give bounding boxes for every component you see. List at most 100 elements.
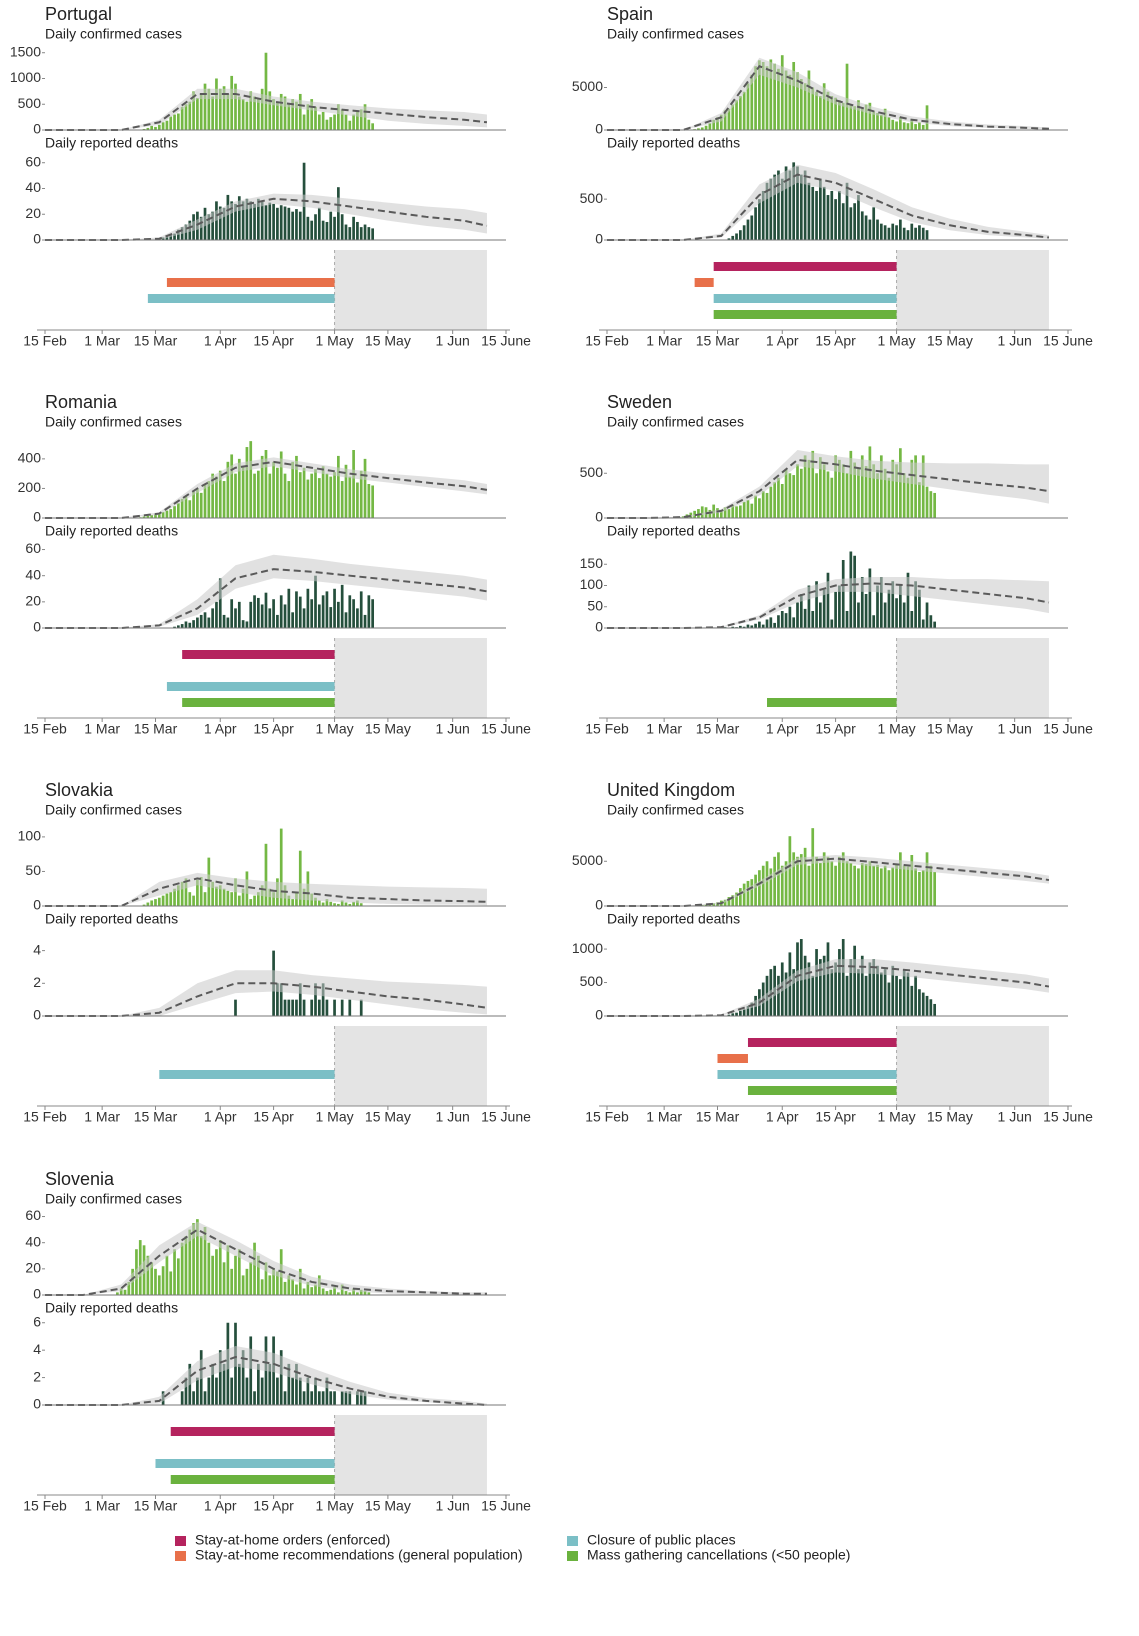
bar <box>895 464 898 518</box>
x-tick-label: 15 May <box>365 721 411 737</box>
bar <box>314 469 317 518</box>
bar <box>754 495 757 518</box>
bar <box>765 861 769 906</box>
bar <box>142 904 146 906</box>
bar <box>348 999 352 1016</box>
bar <box>287 999 291 1016</box>
bar <box>215 1377 218 1405</box>
bar <box>891 867 895 906</box>
bar <box>841 852 845 906</box>
model-band <box>45 193 487 240</box>
bar <box>241 1275 245 1295</box>
bar <box>367 484 371 518</box>
x-tick-label: 15 Apr <box>253 721 294 737</box>
bar <box>780 55 784 131</box>
bar <box>310 1391 314 1405</box>
bar <box>264 450 268 518</box>
bar <box>257 1255 260 1295</box>
bar <box>329 901 333 906</box>
x-tick-label: 15 May <box>365 1109 411 1125</box>
bar <box>921 870 925 906</box>
bar <box>921 992 925 1016</box>
bar <box>264 592 268 628</box>
bar <box>314 897 317 906</box>
intervention-bar <box>747 1086 897 1095</box>
bar <box>279 451 283 518</box>
x-tick-label: 15 June <box>1043 1109 1093 1125</box>
bar <box>161 122 165 130</box>
bar <box>359 470 363 518</box>
bar <box>192 91 195 130</box>
bar <box>735 506 738 518</box>
bar <box>276 1271 279 1295</box>
bar <box>918 482 921 518</box>
x-tick-label: 1 Jun <box>436 1498 470 1514</box>
bar <box>792 475 796 518</box>
bar <box>925 230 929 240</box>
panel-subtitle: Daily confirmed cases <box>607 414 744 430</box>
bar <box>891 119 895 130</box>
bar <box>872 615 876 628</box>
bar <box>218 470 222 518</box>
bar <box>142 516 146 518</box>
bar <box>344 224 348 240</box>
bar <box>154 1268 157 1295</box>
bar <box>879 223 883 240</box>
bar <box>283 473 287 518</box>
intervention-bar <box>159 1070 335 1079</box>
bar <box>914 868 917 906</box>
bar <box>799 854 803 906</box>
bar <box>731 235 735 240</box>
x-tick-label: 15 Feb <box>585 333 629 349</box>
x-tick-label: 15 Feb <box>585 721 629 737</box>
x-tick-label: 15 June <box>1043 721 1093 737</box>
bar <box>830 190 834 240</box>
bar <box>184 878 188 906</box>
bar <box>742 626 746 628</box>
model-line <box>607 458 1050 519</box>
bar <box>257 470 260 518</box>
bar <box>799 468 803 518</box>
bar <box>180 106 184 130</box>
bar <box>321 595 325 628</box>
bar <box>352 1288 355 1295</box>
model-line <box>45 1355 488 1406</box>
bar <box>769 486 773 518</box>
intervention-bar <box>767 698 897 707</box>
bar <box>215 201 218 240</box>
bar <box>868 102 872 130</box>
y-tick-label: 0 <box>595 509 603 525</box>
bar <box>363 614 367 628</box>
bar <box>245 1268 249 1295</box>
bar <box>352 599 355 628</box>
intervention-bar <box>166 278 335 287</box>
bar <box>306 1377 310 1405</box>
bar <box>317 207 321 240</box>
bar <box>291 999 294 1016</box>
bar <box>841 464 845 518</box>
bar <box>302 1391 306 1405</box>
bar <box>264 843 268 906</box>
bar <box>314 1284 317 1295</box>
panel-subtitle: Daily reported deaths <box>45 1300 178 1316</box>
bar <box>883 969 887 1016</box>
x-tick-label: 1 May <box>877 333 915 349</box>
bar <box>218 578 222 628</box>
bar <box>344 902 348 906</box>
x-tick-label: 1 Jun <box>998 1109 1032 1125</box>
bar <box>226 461 230 518</box>
bar <box>207 214 211 240</box>
bar <box>287 895 291 906</box>
bar <box>712 119 716 130</box>
bar <box>845 975 849 1016</box>
bar <box>352 450 355 518</box>
bar <box>929 865 933 906</box>
bar <box>883 602 887 628</box>
model-band <box>45 1221 487 1295</box>
bar <box>257 99 260 130</box>
bar <box>264 1262 268 1295</box>
intervention-bar <box>713 294 897 303</box>
bar <box>169 509 173 518</box>
bar <box>359 903 363 906</box>
